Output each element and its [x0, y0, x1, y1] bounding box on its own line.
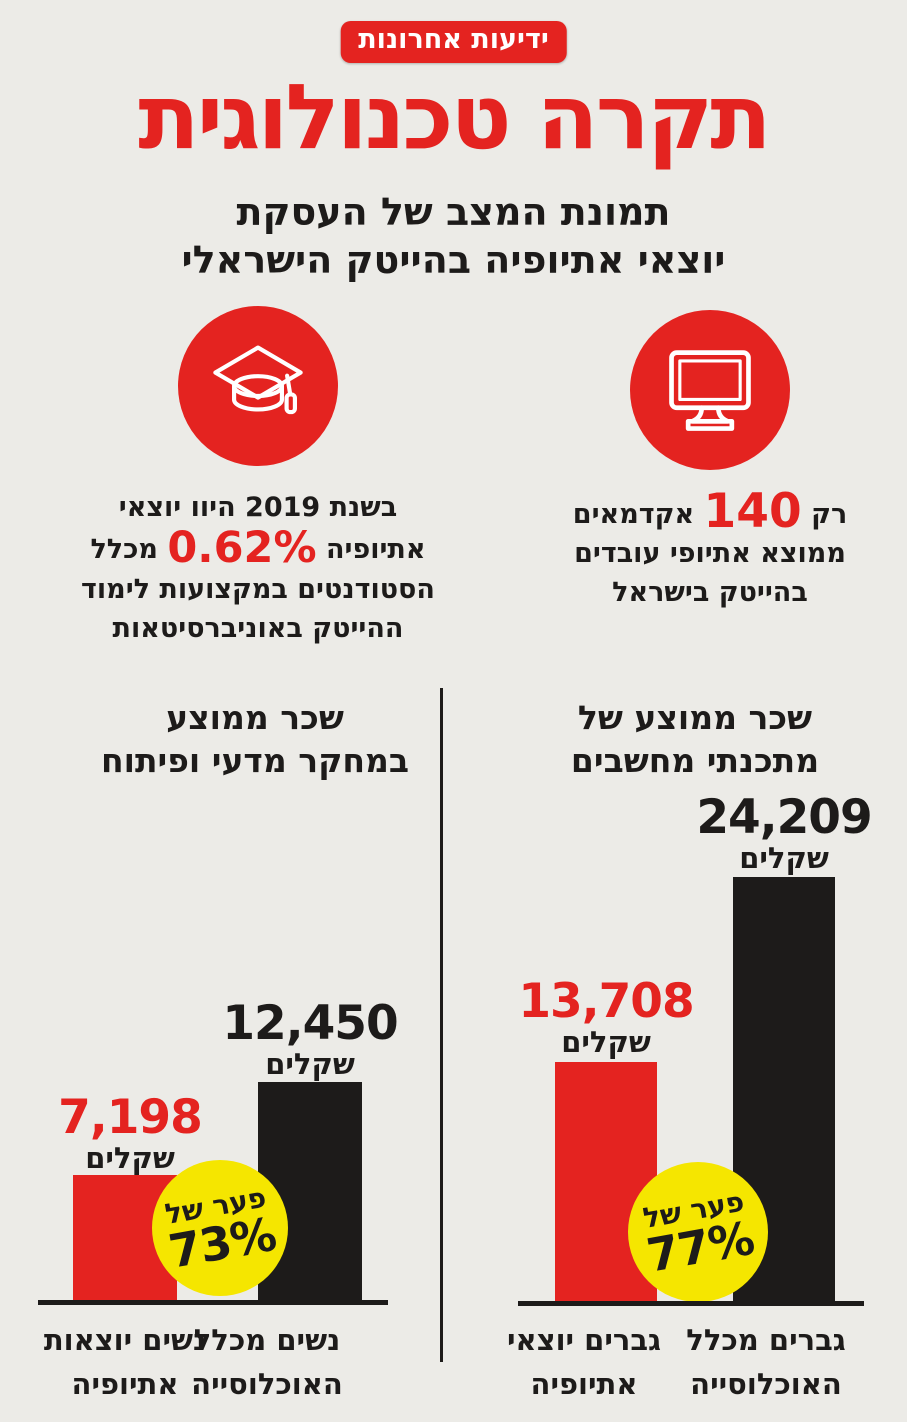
- women-salary-chart-title: שכר ממוצע במחקר מדעי ופיתוח: [100, 698, 410, 780]
- category-label-men-ethiopian: גברים יוצאי אתיופיה: [506, 1323, 661, 1401]
- women-general-value-label: 12,450 שקלים: [210, 1000, 410, 1081]
- graduation-cap-icon: [206, 332, 310, 440]
- salary-gap-badge: פער של 77%: [628, 1162, 768, 1302]
- stat-line: אתיופיה 0.62% מכלל: [90, 523, 426, 573]
- page-title: תקרה טכנולוגית: [138, 65, 771, 170]
- hitech-workers-stat-circle: [630, 310, 790, 470]
- men-ethiopian-value-label: 13,708 שקלים: [506, 978, 706, 1059]
- chart-baseline: [38, 1300, 388, 1305]
- men-salary-chart-title: שכר ממוצע של מתכנתי מחשבים: [570, 698, 820, 780]
- workers-count-highlight: 140: [703, 484, 802, 539]
- subtitle-line-2: יוצאי אתיופיה בהייטק הישראלי: [181, 238, 726, 282]
- bar-unit: שקלים: [561, 1025, 651, 1059]
- page-subtitle: תמונת המצב של העסקת יוצאי אתיופיה בהייטק…: [0, 188, 907, 284]
- bar-value: 13,708: [518, 974, 694, 1029]
- yedioth-ahronoth-logo: ידיעות אחרונות: [340, 21, 567, 64]
- salary-gap-badge: פער של 73%: [152, 1160, 288, 1296]
- category-label-women-ethiopian: נשים יוצאות אתיופיה: [43, 1323, 207, 1401]
- category-label-women-general: נשים מכלל האוכלוסייה: [191, 1323, 343, 1401]
- stat-line: בהייטק בישראל: [612, 577, 808, 608]
- students-stat-circle: [178, 306, 338, 466]
- women-ethiopian-value-label: 7,198 שקלים: [30, 1094, 230, 1175]
- bar-unit: שקלים: [85, 1141, 175, 1175]
- charts-divider-line: [440, 688, 443, 1362]
- bar-unit: שקלים: [739, 841, 829, 875]
- subtitle-line-1: תמונת המצב של העסקת: [236, 190, 671, 234]
- gap-badge-value: 77%: [643, 1210, 759, 1283]
- men-general-value-label: 24,209 שקלים: [684, 794, 884, 875]
- bar-value: 24,209: [696, 790, 872, 845]
- bar-value: 7,198: [58, 1090, 203, 1145]
- stat-line: ההייטק באוניברסיטאות: [112, 613, 404, 644]
- bar-value: 12,450: [222, 996, 398, 1051]
- chart-baseline: [518, 1301, 864, 1306]
- stat-line: ממוצא אתיופי עובדים: [574, 538, 846, 569]
- students-percentage-highlight: 0.62%: [167, 523, 317, 573]
- gap-badge-value: 73%: [165, 1206, 281, 1279]
- students-stat-text: בשנת 2019 היוו יוצאי אתיופיה 0.62% מכלל …: [58, 488, 458, 648]
- bar-unit: שקלים: [265, 1047, 355, 1081]
- category-label-men-general: גברים מכלל האוכלוסייה: [686, 1323, 846, 1401]
- stat-line: הסטודנטים במקצועות לימוד: [81, 574, 435, 605]
- computer-monitor-icon: [658, 336, 762, 444]
- stat-line: רק 140 אקדמאים: [572, 484, 848, 539]
- hitech-workers-stat-text: רק 140 אקדמאים ממוצא אתיופי עובדים בהייט…: [515, 484, 905, 612]
- stat-line: בשנת 2019 היוו יוצאי: [118, 492, 398, 523]
